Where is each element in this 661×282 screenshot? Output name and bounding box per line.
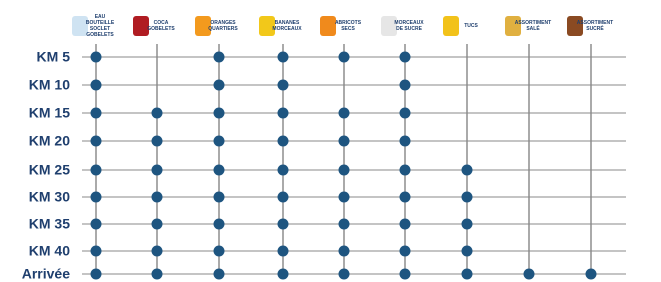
stop-dot bbox=[278, 269, 289, 280]
stop-dot bbox=[400, 136, 411, 147]
stop-dot bbox=[400, 80, 411, 91]
row-label: Arrivée bbox=[22, 266, 70, 282]
stop-dot bbox=[462, 219, 473, 230]
stop-dot bbox=[152, 269, 163, 280]
stop-dot bbox=[462, 246, 473, 257]
stop-dot bbox=[214, 219, 225, 230]
stop-dot bbox=[91, 108, 102, 119]
stop-dot bbox=[91, 80, 102, 91]
stop-dot bbox=[214, 108, 225, 119]
stop-dot bbox=[152, 108, 163, 119]
stop-dot bbox=[400, 219, 411, 230]
stop-dot bbox=[152, 165, 163, 176]
stop-dot bbox=[278, 80, 289, 91]
column-label: TUCS bbox=[464, 23, 478, 29]
stop-dot bbox=[214, 192, 225, 203]
stop-dot bbox=[214, 246, 225, 257]
row-label: KM 20 bbox=[29, 133, 70, 149]
stop-dot bbox=[91, 136, 102, 147]
stop-dot bbox=[586, 269, 597, 280]
stop-dot bbox=[91, 165, 102, 176]
stop-dot bbox=[339, 165, 350, 176]
row-label: KM 30 bbox=[29, 189, 70, 205]
stop-dot bbox=[462, 269, 473, 280]
stop-dot bbox=[339, 136, 350, 147]
stop-dot bbox=[400, 52, 411, 63]
stop-dot bbox=[400, 192, 411, 203]
stop-dot bbox=[278, 136, 289, 147]
column-label: SALÉ bbox=[526, 24, 540, 32]
row-label: KM 5 bbox=[37, 49, 71, 65]
column-label: MORCEAUX bbox=[272, 26, 302, 32]
stop-dot bbox=[278, 165, 289, 176]
stop-dot bbox=[152, 136, 163, 147]
stop-dot bbox=[214, 136, 225, 147]
stop-dot bbox=[214, 80, 225, 91]
stop-dot bbox=[400, 246, 411, 257]
stop-dot bbox=[91, 52, 102, 63]
row-label: KM 25 bbox=[29, 162, 70, 178]
item-icon bbox=[505, 16, 521, 36]
stop-dot bbox=[339, 219, 350, 230]
stop-dot bbox=[278, 192, 289, 203]
stop-dot bbox=[462, 192, 473, 203]
stop-dot bbox=[152, 192, 163, 203]
item-icon bbox=[320, 16, 336, 36]
item-icon bbox=[381, 16, 397, 36]
column-label: DE SUCRE bbox=[396, 26, 423, 32]
column-label: GOBELETS bbox=[86, 32, 114, 38]
stop-dot bbox=[339, 246, 350, 257]
availability-grid: EAUBOUTEILLESOCLETGOBELETSCOCAGOBELETSOR… bbox=[0, 0, 661, 282]
stop-dot bbox=[91, 219, 102, 230]
column-label: SUCRÉ bbox=[586, 24, 604, 32]
column-label: QUARTIERS bbox=[208, 26, 238, 32]
stop-dot bbox=[339, 108, 350, 119]
item-icon bbox=[567, 16, 583, 36]
stop-dot bbox=[400, 165, 411, 176]
stop-dot bbox=[91, 246, 102, 257]
stop-dot bbox=[400, 269, 411, 280]
stop-dot bbox=[152, 246, 163, 257]
stop-dot bbox=[339, 192, 350, 203]
stop-dot bbox=[214, 165, 225, 176]
stop-dot bbox=[339, 52, 350, 63]
row-label: KM 40 bbox=[29, 243, 70, 259]
stop-dot bbox=[524, 269, 535, 280]
row-label: KM 10 bbox=[29, 77, 70, 93]
stop-dot bbox=[278, 219, 289, 230]
stop-dot bbox=[400, 108, 411, 119]
stop-dot bbox=[462, 165, 473, 176]
item-icon bbox=[443, 16, 459, 36]
stop-dot bbox=[91, 269, 102, 280]
stop-dot bbox=[152, 219, 163, 230]
column-label: GOBELETS bbox=[147, 26, 175, 32]
stop-dot bbox=[278, 52, 289, 63]
column-label: SECS bbox=[341, 26, 355, 32]
stop-dot bbox=[214, 269, 225, 280]
row-label: KM 15 bbox=[29, 105, 70, 121]
stop-dot bbox=[278, 246, 289, 257]
stop-dot bbox=[339, 269, 350, 280]
stop-dot bbox=[214, 52, 225, 63]
stop-dot bbox=[91, 192, 102, 203]
row-label: KM 35 bbox=[29, 216, 70, 232]
stop-dot bbox=[278, 108, 289, 119]
